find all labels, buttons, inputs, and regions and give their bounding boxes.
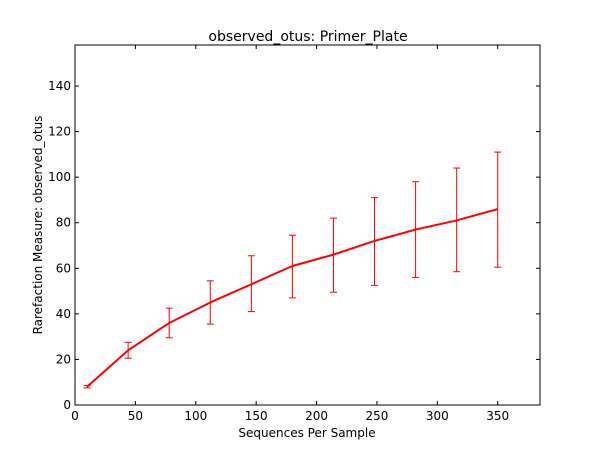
x-axis: 0 50 100 150 200 250 300 350 bbox=[71, 45, 509, 423]
y-tick-label: 120 bbox=[48, 125, 71, 139]
x-tick-label: 200 bbox=[305, 409, 328, 423]
x-tick-label: 250 bbox=[365, 409, 388, 423]
plot-area bbox=[74, 44, 541, 406]
y-tick-label: 140 bbox=[48, 79, 71, 93]
series-layer bbox=[86, 208, 498, 388]
y-tick-label: 20 bbox=[56, 352, 71, 366]
y-tick-label: 100 bbox=[48, 170, 71, 184]
y-axis: 0 20 40 60 80 100 120 140 bbox=[48, 79, 540, 412]
y-tick-label: 80 bbox=[56, 216, 71, 230]
x-tick-label: 100 bbox=[184, 409, 207, 423]
x-tick-label: 50 bbox=[128, 409, 143, 423]
series-line bbox=[86, 208, 498, 388]
x-tick-label: 350 bbox=[486, 409, 509, 423]
y-tick-label: 0 bbox=[63, 398, 71, 412]
y-tick-label: 60 bbox=[56, 261, 71, 275]
x-axis-title: Sequences Per Sample bbox=[238, 426, 375, 440]
x-tick-label: 300 bbox=[426, 409, 449, 423]
chart-title: observed_otus: Primer_Plate bbox=[208, 29, 407, 45]
x-tick-label: 150 bbox=[245, 409, 268, 423]
y-axis-title: Rarefaction Measure: observed_otus bbox=[31, 116, 45, 335]
y-tick-label: 40 bbox=[56, 307, 71, 321]
x-tick-label: 0 bbox=[71, 409, 79, 423]
